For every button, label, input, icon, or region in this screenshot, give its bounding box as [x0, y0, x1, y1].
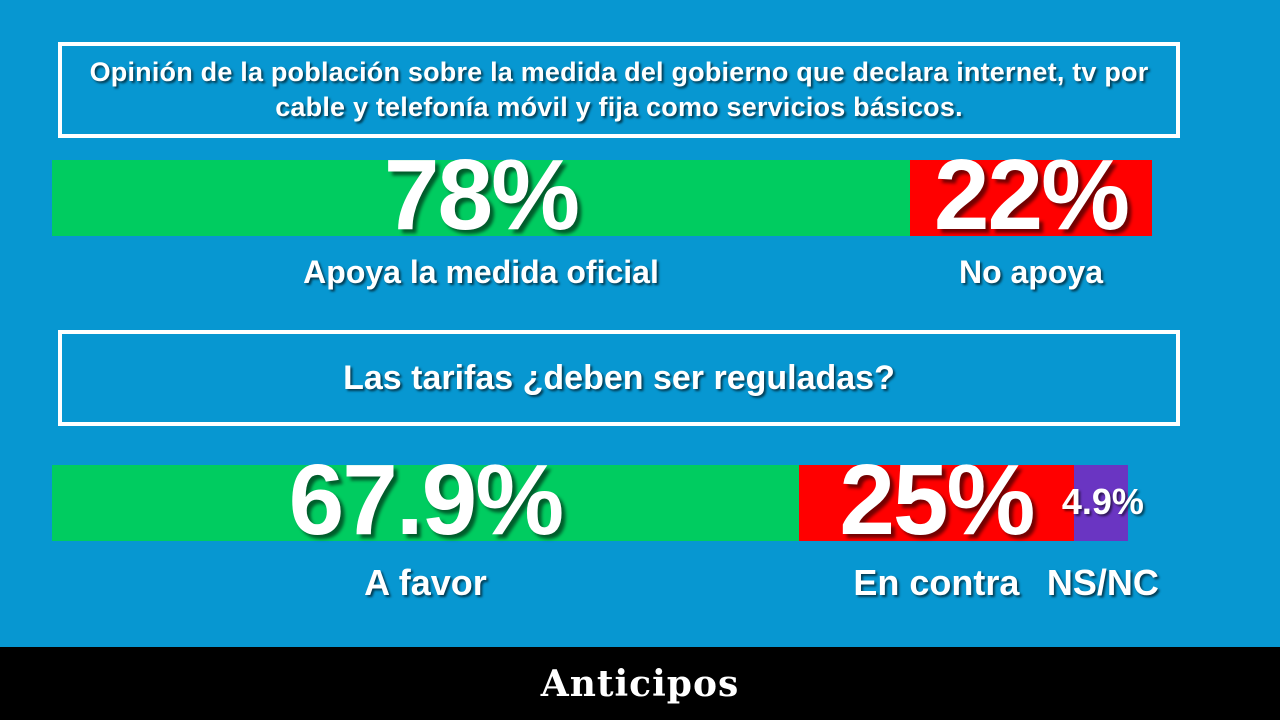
category-label-en_contra: En contra	[853, 562, 1020, 603]
question-1-title: Opinión de la población sobre la medida …	[58, 42, 1180, 138]
brand-logo: Anticipos	[540, 662, 740, 705]
value-label-apoya: 78%	[383, 139, 580, 251]
category-label-no_apoya: No apoya	[958, 254, 1104, 290]
category-label-a_favor: A favor	[364, 562, 487, 603]
bar-a_favor	[52, 465, 799, 541]
value-label-en_contra: 25%	[839, 444, 1035, 556]
value-label-no_apoya: 22%	[933, 139, 1130, 251]
bar-no_apoya	[910, 160, 1152, 236]
category-label-ns_nc: NS/NC	[1046, 562, 1159, 603]
bar-ns_nc	[1073, 465, 1128, 541]
category-label-apoya: Apoya la medida oficial	[303, 254, 659, 290]
footer-bar: Anticipos	[0, 647, 1280, 720]
value-label-a_favor: 67.9%	[288, 444, 565, 556]
question-2-title: Las tarifas ¿deben ser reguladas?	[58, 330, 1180, 426]
bar-apoya	[52, 160, 910, 236]
bar-en_contra	[798, 465, 1074, 541]
value-label-ns_nc: 4.9%	[1061, 481, 1144, 522]
